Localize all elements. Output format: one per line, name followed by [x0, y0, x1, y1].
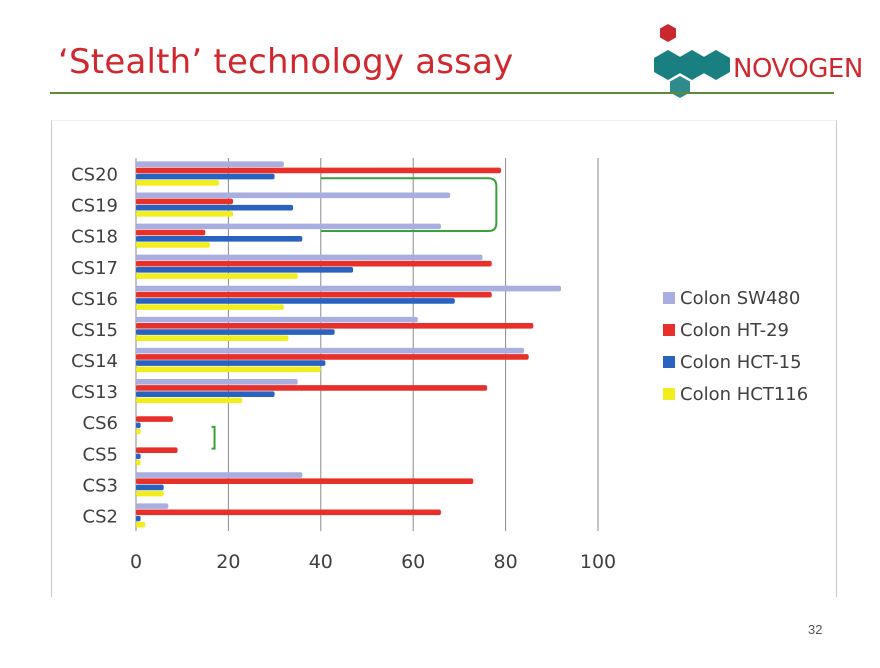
category-label: CS20: [71, 165, 118, 186]
bar: [136, 422, 141, 429]
bar: [136, 254, 483, 261]
category-label: CS3: [83, 475, 118, 496]
bar: [136, 192, 451, 199]
bar: [136, 167, 501, 174]
bar: [136, 385, 488, 391]
bar: [136, 503, 169, 509]
category-label: CS18: [71, 227, 118, 248]
category-label: CS2: [83, 506, 118, 527]
bar: [136, 391, 275, 397]
chart-legend: Colon SW480 Colon HT-29 Colon HCT-15 Col…: [663, 282, 808, 410]
bar: [136, 235, 303, 242]
logo-text: NOVOGEN: [733, 54, 863, 84]
bar: [136, 304, 284, 310]
bar: [136, 484, 164, 491]
slide-title: ‘Stealth’ technology assay: [58, 42, 514, 82]
bar: [136, 521, 146, 528]
bar: [136, 229, 206, 236]
logo-hex-teal-2: [678, 50, 706, 80]
bar: [136, 211, 234, 217]
bar: [136, 173, 275, 180]
title-rule: [50, 92, 834, 94]
bar: [136, 335, 289, 342]
legend-swatch: [663, 356, 675, 368]
bar: [136, 366, 321, 373]
bar: [136, 204, 294, 211]
legend-label: Colon SW480: [680, 287, 801, 309]
bar: [136, 459, 141, 466]
x-tick-label: 40: [309, 551, 333, 573]
bar: [136, 515, 141, 522]
page-number: 32: [808, 622, 823, 637]
legend-item-hct15: Colon HCT-15: [663, 346, 808, 378]
category-label: CS15: [71, 320, 118, 341]
category-label: CS14: [71, 351, 118, 372]
bar: [136, 223, 441, 230]
legend-label: Colon HCT-15: [680, 351, 802, 373]
bar: [136, 360, 326, 366]
x-tick-label: 0: [130, 551, 142, 573]
bar: [136, 347, 525, 354]
x-tick-label: 60: [401, 551, 425, 573]
bar: [136, 509, 441, 516]
bar: [136, 428, 141, 435]
x-tick-label: 80: [494, 551, 518, 573]
bar: [136, 267, 354, 273]
highlight-bracket: [211, 425, 216, 450]
category-label: CS19: [71, 196, 118, 217]
legend-item-hct116: Colon HCT116: [663, 378, 808, 410]
bar: [136, 378, 298, 385]
legend-label: Colon HCT116: [680, 383, 809, 405]
bar: [136, 329, 335, 335]
legend-label: Colon HT-29: [680, 319, 790, 341]
bar: [136, 354, 529, 360]
legend-swatch: [663, 388, 675, 400]
highlight-bracket: [320, 177, 498, 233]
category-label: CS16: [71, 289, 118, 310]
bar: [136, 260, 492, 267]
bar: [136, 323, 534, 329]
bar: [136, 161, 284, 167]
logo-hex-teal-3: [702, 50, 730, 80]
bar: [136, 242, 210, 248]
bar: [136, 285, 562, 292]
bar: [136, 478, 474, 485]
x-tick-label: 100: [580, 551, 616, 573]
bar: [136, 273, 298, 279]
category-label: CS13: [71, 382, 118, 403]
bar: [136, 416, 173, 422]
bar: [136, 291, 492, 298]
category-label: CS5: [83, 444, 118, 465]
chart-frame: [51, 120, 837, 597]
legend-swatch: [663, 292, 675, 304]
bar: [136, 180, 220, 186]
legend-item-sw480: Colon SW480: [663, 282, 808, 314]
category-label: CS6: [83, 413, 118, 434]
legend-swatch: [663, 324, 675, 336]
x-tick-label: 20: [216, 551, 240, 573]
bar: [136, 298, 455, 304]
legend-item-ht29: Colon HT-29: [663, 314, 808, 346]
bar: [136, 198, 234, 205]
bar: [136, 316, 418, 323]
category-label: CS17: [71, 258, 118, 279]
logo-hex-teal-1: [654, 50, 682, 80]
logo-hex-red: [660, 24, 676, 42]
bar: [136, 453, 141, 460]
bar: [136, 490, 164, 497]
bar: [136, 447, 178, 453]
bar: [136, 472, 303, 478]
bar: [136, 397, 243, 404]
